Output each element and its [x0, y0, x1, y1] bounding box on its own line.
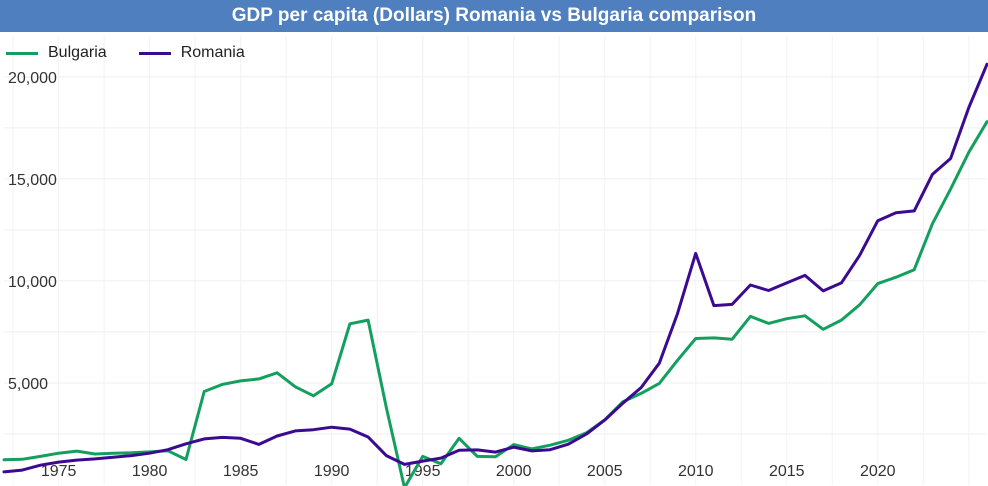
- series-line-bulgaria[interactable]: [2, 120, 988, 486]
- series-lines: [2, 62, 988, 486]
- x-tick-label: 2015: [769, 463, 805, 480]
- x-tick-label: 2005: [587, 463, 623, 480]
- series-line-romania[interactable]: [2, 62, 988, 474]
- x-tick-label: 1980: [132, 463, 168, 480]
- legend-swatch-bulgaria: [6, 51, 38, 55]
- legend: Bulgaria Romania: [6, 44, 277, 62]
- y-tick-label: 10,000: [8, 274, 57, 291]
- x-tick-label: 1975: [41, 463, 77, 480]
- x-tick-label: 2020: [860, 463, 896, 480]
- legend-swatch-romania: [138, 51, 171, 55]
- x-axis-ticks: 1975 1980 1985 1990 1995 2000 2005 2010 2015 2020: [41, 463, 896, 480]
- legend-item-romania[interactable]: Romania: [138, 44, 245, 62]
- x-tick-label: 2010: [678, 463, 714, 480]
- chart-title: GDP per capita (Dollars) Romania vs Bulg…: [0, 0, 988, 32]
- x-tick-label: 1985: [223, 463, 259, 480]
- x-tick-label: 1990: [314, 463, 350, 480]
- x-tick-label: 1995: [405, 463, 441, 480]
- legend-label-bulgaria: Bulgaria: [48, 44, 107, 61]
- legend-item-bulgaria[interactable]: Bulgaria: [6, 44, 107, 62]
- x-tick-label: 2000: [496, 463, 532, 480]
- y-tick-label: 20,000: [8, 70, 57, 87]
- legend-label-romania: Romania: [180, 44, 245, 61]
- y-tick-label: 15,000: [8, 172, 57, 189]
- grid: [4, 36, 987, 485]
- y-axis-ticks: 5,000 10,000 15,000 20,000: [8, 70, 57, 393]
- y-tick-label: 5,000: [8, 376, 48, 393]
